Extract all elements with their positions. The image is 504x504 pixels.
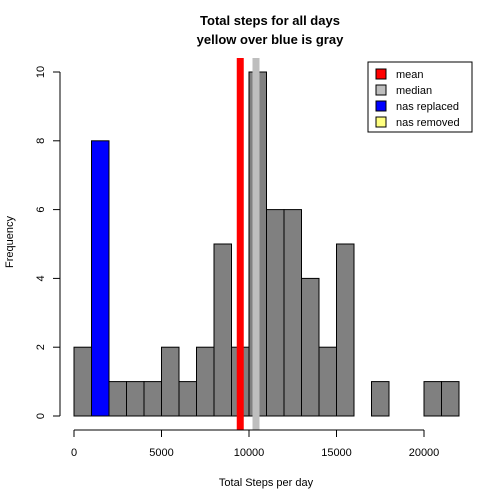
y-tick-label: 10 bbox=[35, 66, 47, 78]
legend-swatch bbox=[375, 84, 387, 96]
histogram-bar bbox=[161, 346, 180, 417]
histogram-bar bbox=[73, 346, 92, 417]
histogram-bar bbox=[91, 140, 110, 417]
y-tick-label: 8 bbox=[35, 138, 47, 144]
histogram-bar bbox=[108, 381, 127, 417]
histogram-bar bbox=[441, 381, 460, 417]
y-axis-label: Frequency bbox=[4, 216, 16, 268]
histogram-bar bbox=[318, 346, 337, 417]
legend-label: mean bbox=[396, 69, 424, 81]
histogram-bar bbox=[283, 209, 302, 417]
chart-title: Total steps for all days bbox=[200, 13, 340, 28]
histogram-bar bbox=[213, 243, 232, 417]
chart-subtitle: yellow over blue is gray bbox=[197, 32, 344, 47]
y-axis: 0 2 4 6 8 10 bbox=[35, 66, 61, 419]
y-tick-label: 0 bbox=[35, 413, 47, 419]
reference-lines bbox=[236, 58, 260, 430]
histogram-bar bbox=[266, 209, 285, 417]
x-tick-label: 10000 bbox=[234, 447, 265, 459]
x-tick-label: 0 bbox=[71, 447, 77, 459]
x-axis-label: Total Steps per day bbox=[219, 477, 314, 489]
legend-label: median bbox=[396, 85, 432, 97]
histogram-bar bbox=[423, 381, 442, 417]
x-tick-label: 20000 bbox=[409, 447, 440, 459]
histogram-bar bbox=[301, 277, 320, 417]
legend-swatch bbox=[375, 100, 387, 112]
x-axis: 0 5000 10000 15000 20000 bbox=[71, 429, 440, 459]
histogram-bar bbox=[196, 346, 215, 417]
legend-swatch bbox=[375, 68, 387, 80]
y-tick-label: 2 bbox=[35, 344, 47, 350]
histogram-bar bbox=[126, 381, 145, 417]
legend: mean median nas replaced nas removed bbox=[367, 61, 473, 133]
legend-label: nas removed bbox=[396, 117, 460, 129]
histogram-bar bbox=[371, 381, 390, 417]
histogram-bar bbox=[336, 243, 355, 417]
legend-label: nas replaced bbox=[396, 101, 459, 113]
y-tick-label: 6 bbox=[35, 207, 47, 213]
legend-swatch bbox=[375, 116, 387, 128]
x-tick-label: 5000 bbox=[149, 447, 173, 459]
x-tick-label: 15000 bbox=[321, 447, 352, 459]
histogram-bar bbox=[143, 381, 162, 417]
y-tick-label: 4 bbox=[35, 275, 47, 281]
histogram-bar bbox=[178, 381, 197, 417]
